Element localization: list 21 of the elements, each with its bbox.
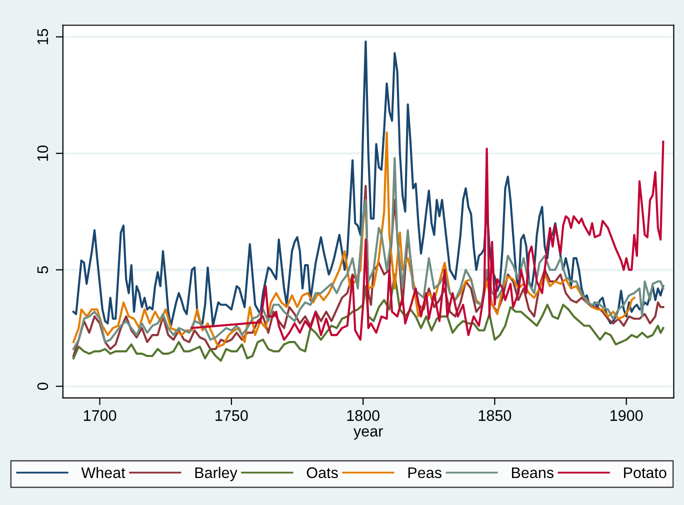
line-series xyxy=(190,140,664,341)
x-axis-title: year xyxy=(354,428,383,440)
x-tick-label: 1700 xyxy=(84,410,116,421)
legend-label: Wheat xyxy=(81,466,126,478)
line-series xyxy=(72,131,636,348)
legend-label: Barley xyxy=(195,466,238,482)
x-tick-label: 1800 xyxy=(347,410,380,421)
x-tick-label: 1750 xyxy=(216,410,248,421)
line-series xyxy=(72,40,664,327)
y-tick-label: 15 xyxy=(37,29,48,44)
legend-label: Oats xyxy=(306,467,338,478)
y-tick-label: 5 xyxy=(37,266,48,274)
line-series xyxy=(72,273,664,362)
y-tick-label: 10 xyxy=(37,145,48,161)
x-tick-label: 1850 xyxy=(478,410,512,421)
x-tick-label: 1900 xyxy=(610,410,643,421)
line-series xyxy=(72,156,664,350)
legend-label: Potato xyxy=(624,467,666,478)
y-tick-label: 0 xyxy=(37,382,48,390)
legend-label: Beans xyxy=(512,467,554,478)
legend-label: Peas xyxy=(408,467,442,478)
